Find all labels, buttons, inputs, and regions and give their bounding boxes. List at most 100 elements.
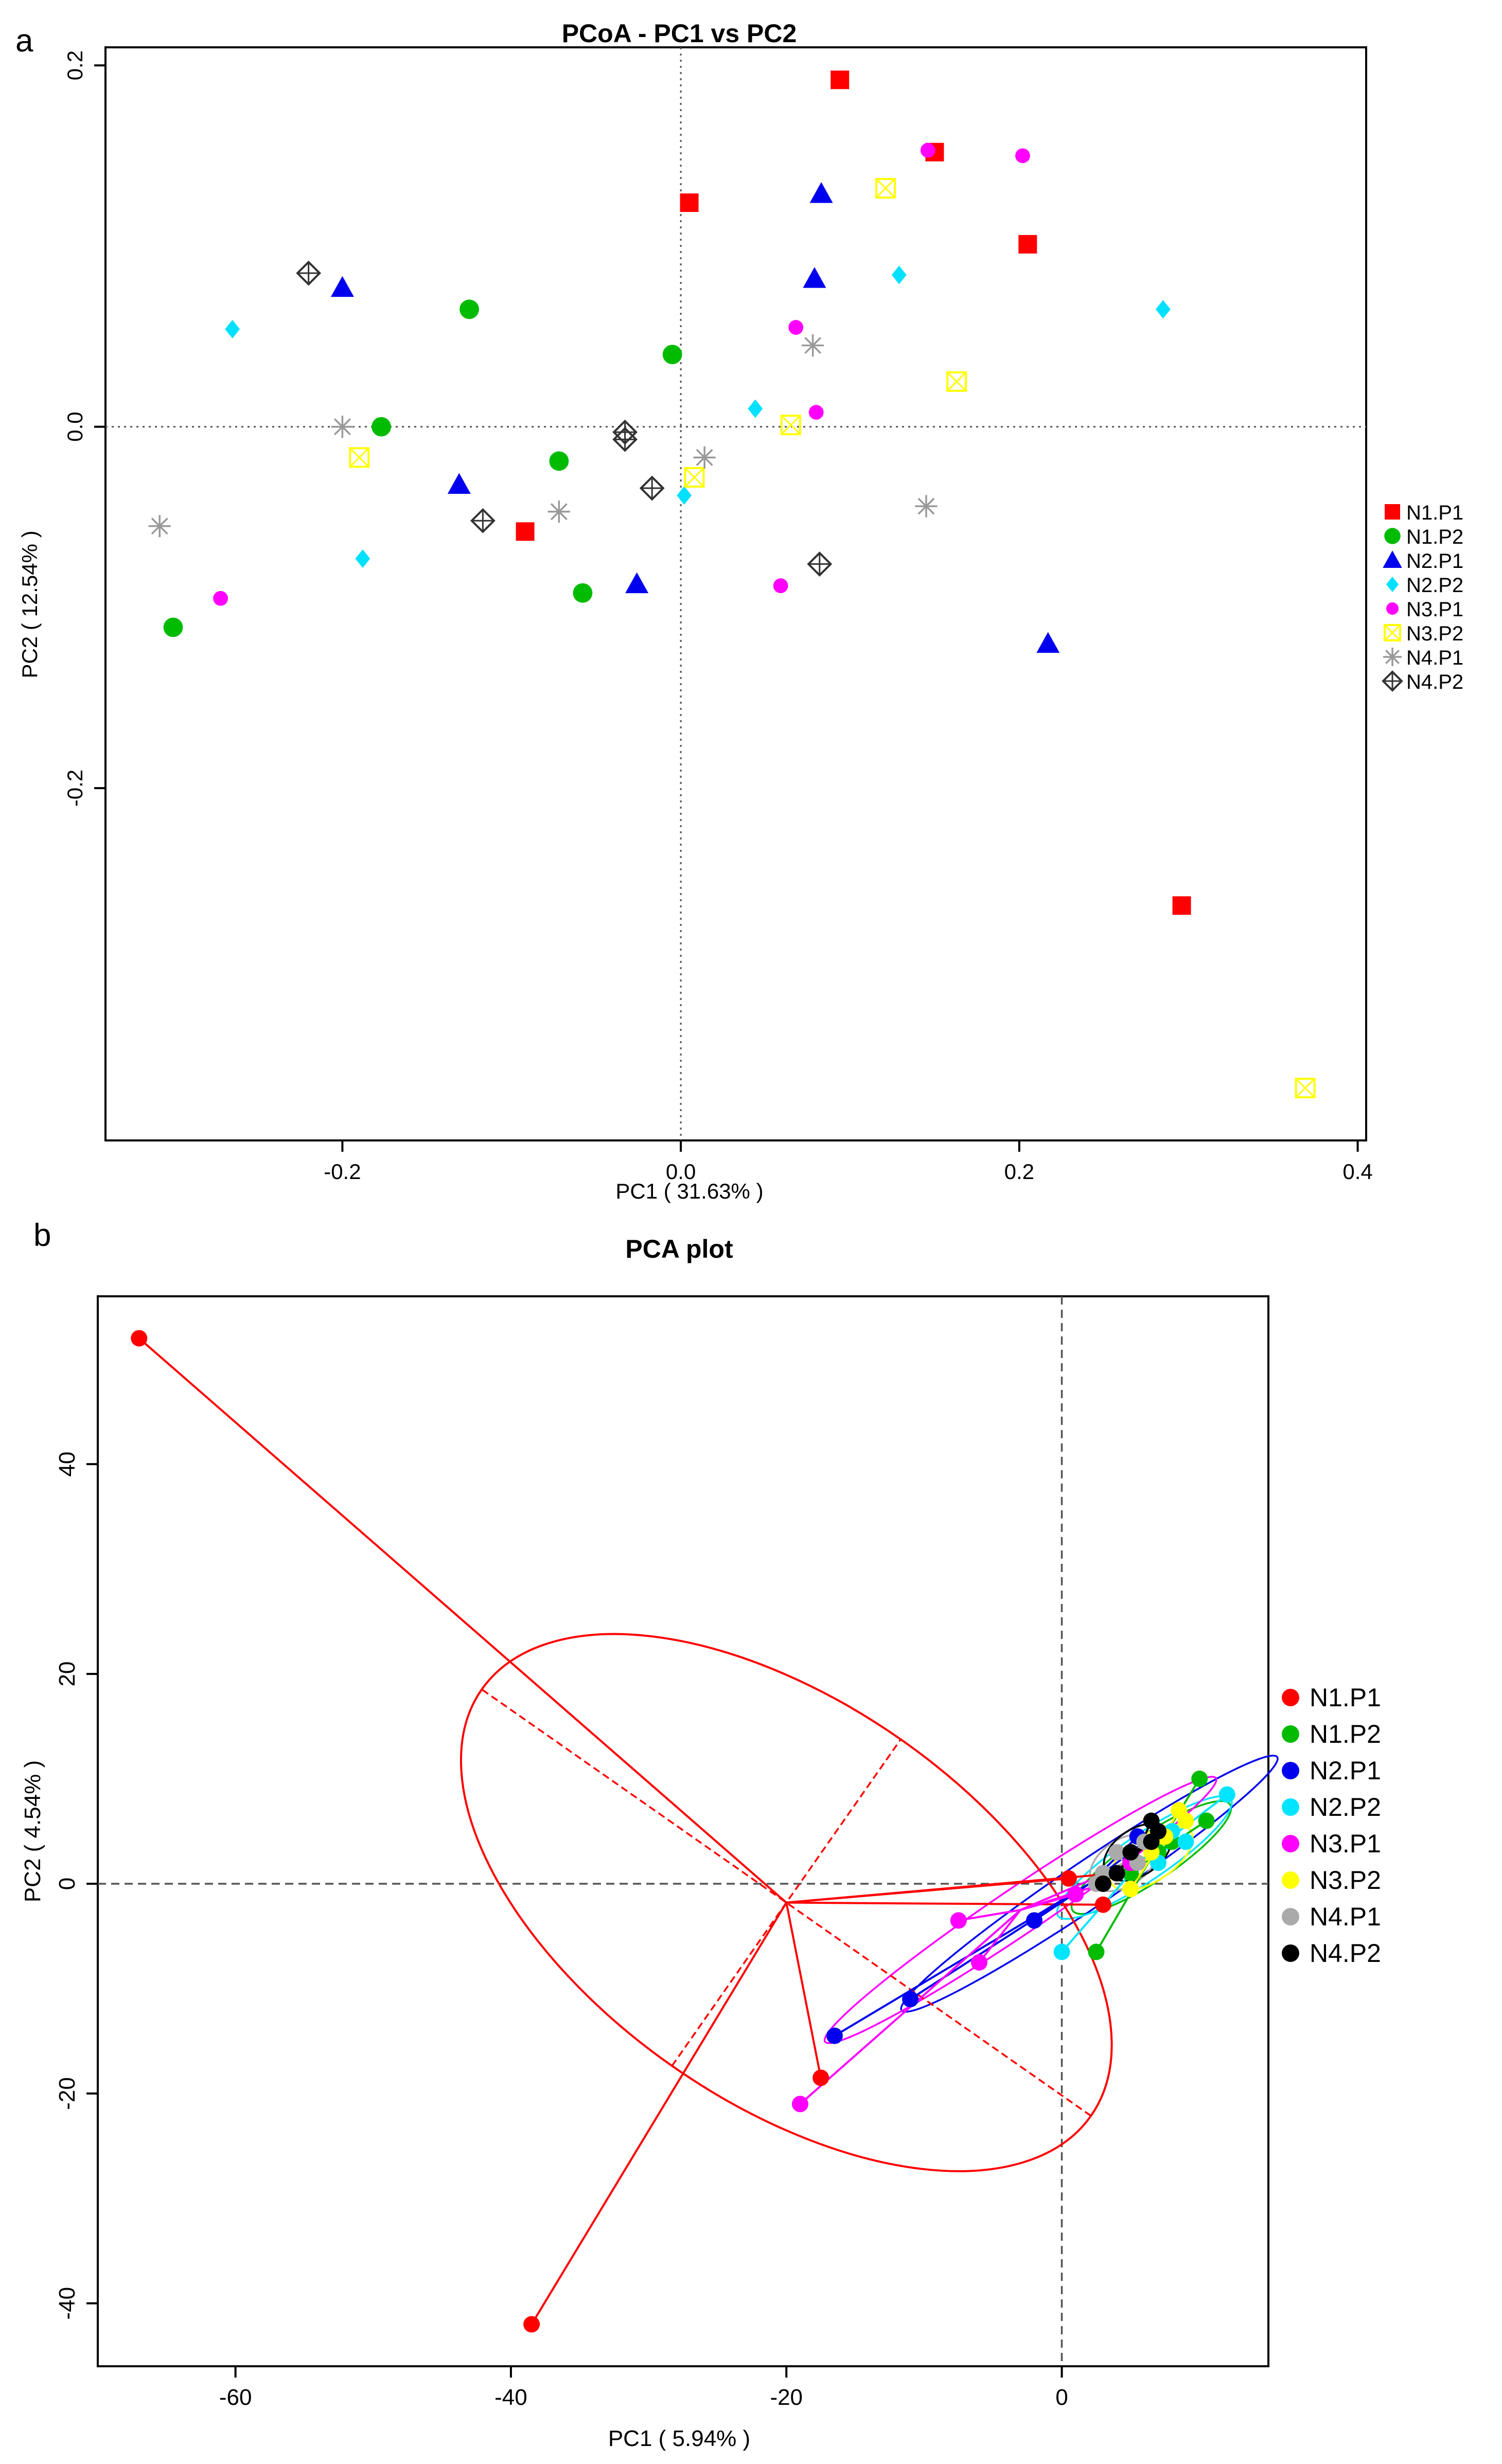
panel-a-legend-swatch [1384,624,1401,641]
panel-b-point-n1-p1 [523,2316,540,2333]
panel-b-spoke-n1-p1 [531,1902,787,2325]
panel-b-legend-label: N1.P1 [1310,1683,1381,1712]
panel-a-legend-swatch [1384,528,1401,544]
panel-a-point-n4-p2 [296,260,322,286]
panel-b-x-tick-label: -40 [494,2385,527,2410]
panel-b-point-n2-p2 [1177,1833,1194,1850]
panel-a-point-n2-p1 [447,473,471,494]
panel-b-point-n3-p2 [1177,1812,1194,1829]
panel-b-spoke-n1-p1 [786,1901,1103,1906]
panel-a-legend-swatch [1386,602,1399,615]
panel-a-legend-label: N4.P2 [1406,671,1463,693]
panel-a-point-n1-p1 [1018,235,1037,254]
panel-a-point-n1-p1 [1172,896,1191,915]
panel-a-point-n3-p1 [808,405,824,420]
panel-a-point-n2-p2 [677,486,692,505]
panel-a-point-n1-p2 [573,583,593,603]
panel-b-point-n1-p1 [1094,1896,1111,1913]
panel-b-legend-label: N2.P1 [1310,1756,1381,1785]
panel-a-y-axis-label: PC2 ( 12.54% ) [17,530,42,678]
panel-b-legend-label: N1.P2 [1310,1720,1381,1748]
panel-b-point-n3-p1 [1067,1886,1084,1903]
panel-b-y-tick-label: 0 [55,1878,80,1890]
panel-a-point-n3-p2 [349,447,370,468]
panel-b-legend-swatch [1282,1908,1299,1925]
panel-a-point-n4-p2 [612,426,638,452]
panel-a-point-n3-p1 [213,591,228,606]
panel-b-point-n3-p1 [950,1912,967,1929]
panel-a-point-n4-p1 [148,515,171,538]
panel-a-point-n2-p2 [355,549,370,568]
panel-a-point-n4-p2 [807,551,833,577]
panel-b-spoke-n1-p1 [138,1337,787,1904]
panel-a-point-n3-p1 [920,142,935,158]
panel-b-legend-label: N3.P2 [1310,1866,1381,1895]
panel-a-plot-frame [104,46,1367,1141]
panel-b-spoke-n1-p1 [785,1902,822,2078]
panel-a-legend-label: N3.P2 [1406,622,1463,645]
panel-b-legend-swatch [1282,1944,1299,1962]
panel-a-point-n2-p2 [891,265,907,284]
panel-a-legend-label: N1.P1 [1406,502,1463,524]
panel-b-point-n1-p2 [1198,1812,1215,1829]
panel-b-point-n4-p1 [1108,1844,1125,1861]
panel-a-point-n4-p1 [547,501,570,523]
panel-b-point-n3-p2 [1122,1881,1139,1898]
panel-b-y-tick-label: -40 [55,2287,80,2320]
panel-a-point-n2-p1 [809,182,833,203]
panel-a-legend-label: N3.P1 [1406,598,1463,621]
panel-b-point-n1-p1 [131,1330,148,1347]
panel-a-x-tick-label: 0.0 [666,1159,696,1184]
panel-a-pcoa: a PCoA - PC1 vs PC2 -0.2 0.0 0.2 0.4 -0.2 0.0… [15,19,1463,1203]
panel-b-legend: N1.P1 N1.P2 N2.P1 N2.P2 N3.P1 N3.P2 N4.P1 N4.P2 [1282,1683,1381,1968]
panel-b-y-axis-label: PC2 ( 4.54% ) [20,1760,45,1902]
panel-a-x-tick-label: 0.4 [1342,1159,1372,1184]
panel-b-x-tick-label: -60 [219,2385,252,2410]
panel-a-point-n2-p1 [1036,632,1060,653]
panel-a-point-n3-p1 [773,578,788,594]
panel-b-x-tick-label: 0 [1055,2385,1068,2410]
panel-b-point-n2-p1 [1026,1912,1042,1929]
panel-a-point-n1-p1 [680,193,699,212]
panel-b-point-n1-p2 [1088,1943,1105,1960]
panel-b-point-n2-p1 [826,2027,843,2044]
panel-a-point-n3-p2 [780,415,801,436]
panel-b-ellipse-n3-p1 [823,1776,1217,2044]
panel-a-legend-swatch [1385,504,1400,520]
panel-a-legend-swatch [1383,550,1402,568]
panel-a-x-tick-label: 0.2 [1004,1159,1034,1184]
panel-b-point-n1-p1 [812,2069,829,2086]
panel-b-point-n4-p2 [1122,1844,1139,1861]
panel-a-legend-label: N2.P1 [1406,550,1463,573]
panel-b-point-n1-p2 [1191,1771,1208,1788]
panel-a-point-n4-p1 [693,446,716,469]
panel-b-spoke-n3-p1 [958,1908,1021,1922]
panel-b-y-tick-label: 20 [55,1662,80,1687]
panel-b-y-tick-label: 40 [55,1452,80,1477]
panel-a-point-n4-p2 [470,508,496,533]
panel-b-legend-swatch [1282,1798,1299,1816]
panel-b-x-axis-label: PC1 ( 5.94% ) [608,2426,750,2451]
panel-b-spoke-n2-p1 [834,1883,1090,2037]
panel-b-point-n3-p1 [792,2096,808,2113]
panel-a-point-n1-p2 [372,417,391,437]
panel-a-legend-label: N2.P2 [1406,574,1463,597]
panel-a-point-n3-p2 [1295,1078,1316,1099]
panel-a-point-n3-p1 [788,320,804,335]
panel-b-point-n4-p2 [1108,1865,1125,1882]
panel-a-point-n4-p2 [639,475,665,501]
panel-a-point-n2-p2 [225,319,240,338]
panel-b-legend-label: N2.P2 [1310,1793,1381,1822]
panel-b-letter: b [33,1218,51,1253]
panel-a-point-n3-p2 [946,371,967,392]
panel-a-point-n4-p1 [802,334,824,357]
panel-a-point-n1-p1 [516,522,535,541]
panel-b-legend-label: N3.P1 [1310,1829,1381,1858]
panel-b-point-n4-p2 [1150,1823,1167,1840]
panel-b-title: PCA plot [625,1235,733,1263]
panel-a-y-tick-label: -0.2 [63,770,87,807]
panel-a-point-n1-p2 [662,345,682,365]
panel-b-legend-swatch [1282,1835,1299,1852]
